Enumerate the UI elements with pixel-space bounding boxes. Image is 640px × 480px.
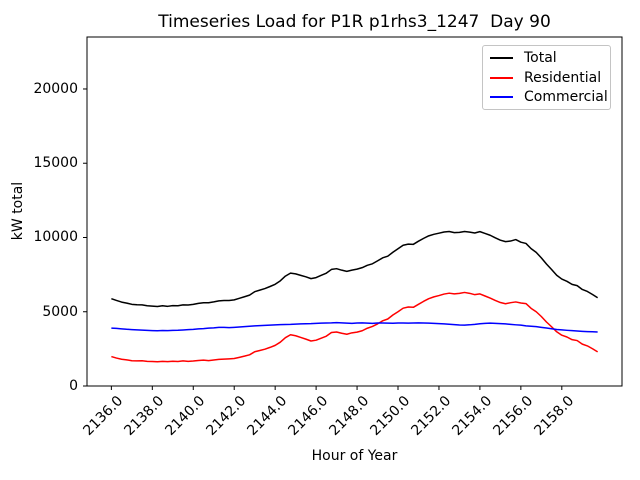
legend-line-sample-commercial bbox=[490, 96, 513, 99]
legend-line-sample-residential bbox=[490, 76, 513, 79]
series-line-residential bbox=[111, 291, 599, 363]
legend-line-sample-total bbox=[490, 56, 513, 59]
series-line-total bbox=[111, 230, 599, 308]
axes-frame bbox=[86, 36, 623, 387]
y-tick-label: 10000 bbox=[33, 229, 78, 246]
y-tick-label: 20000 bbox=[33, 80, 78, 97]
legend-item: Total bbox=[490, 48, 603, 68]
y-tick-label: 0 bbox=[69, 378, 78, 394]
legend-label: Residential bbox=[524, 69, 602, 86]
x-axis-label: Hour of Year bbox=[311, 448, 398, 464]
legend-item: Commercial bbox=[490, 87, 608, 107]
legend-item: Residential bbox=[490, 68, 603, 88]
y-tick-label: 15000 bbox=[33, 155, 78, 172]
y-tick-label: 5000 bbox=[42, 303, 78, 320]
series-line-commercial bbox=[111, 321, 598, 333]
legend-label: Commercial bbox=[524, 89, 608, 106]
legend: Total Residential Commercial bbox=[482, 45, 611, 110]
chart-title: Timeseries Load for P1R p1rhs3_1247 Day … bbox=[158, 12, 551, 32]
legend-label: Total bbox=[524, 49, 557, 66]
